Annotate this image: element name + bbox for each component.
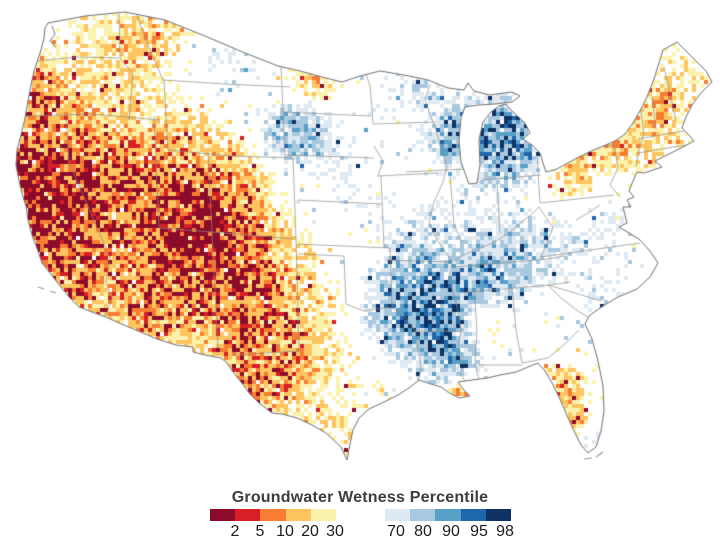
legend-swatch-wet-4	[485, 509, 511, 521]
legend-swatch-wet-3	[460, 509, 486, 521]
legend-label-dry-2: 2	[230, 523, 240, 540]
legend-swatch-dry-4	[310, 509, 336, 521]
legend-swatch-dry-0	[210, 509, 236, 521]
legend-dry-swatches	[210, 509, 336, 521]
legend-swatch-wet-0	[385, 509, 411, 521]
legend-wet-swatches	[385, 509, 511, 521]
legend: Groundwater Wetness Percentile 2 5 10 20 30 …	[0, 489, 720, 545]
legend-label-wet-90: 90	[442, 523, 460, 540]
legend-wet-ramp: 70 80 90 95 98	[385, 509, 514, 545]
legend-swatch-wet-1	[410, 509, 436, 521]
legend-label-wet-95: 95	[470, 523, 488, 540]
legend-label-dry-10: 10	[276, 523, 294, 540]
legend-swatch-wet-2	[435, 509, 461, 521]
legend-label-wet-70: 70	[387, 523, 405, 540]
us-groundwater-wetness-map	[0, 0, 720, 482]
legend-label-dry-30: 30	[326, 523, 344, 540]
legend-label-wet-98: 98	[496, 523, 514, 540]
legend-ramps: 2 5 10 20 30 70 80 90 95 98	[0, 509, 720, 545]
legend-title: Groundwater Wetness Percentile	[231, 489, 489, 506]
legend-swatch-dry-3	[285, 509, 311, 521]
legend-swatch-dry-2	[260, 509, 286, 521]
legend-dry-ramp: 2 5 10 20 30	[210, 509, 344, 545]
legend-label-dry-5: 5	[255, 523, 265, 540]
legend-label-wet-80: 80	[414, 523, 432, 540]
legend-label-dry-20: 20	[301, 523, 319, 540]
legend-swatch-dry-1	[235, 509, 261, 521]
